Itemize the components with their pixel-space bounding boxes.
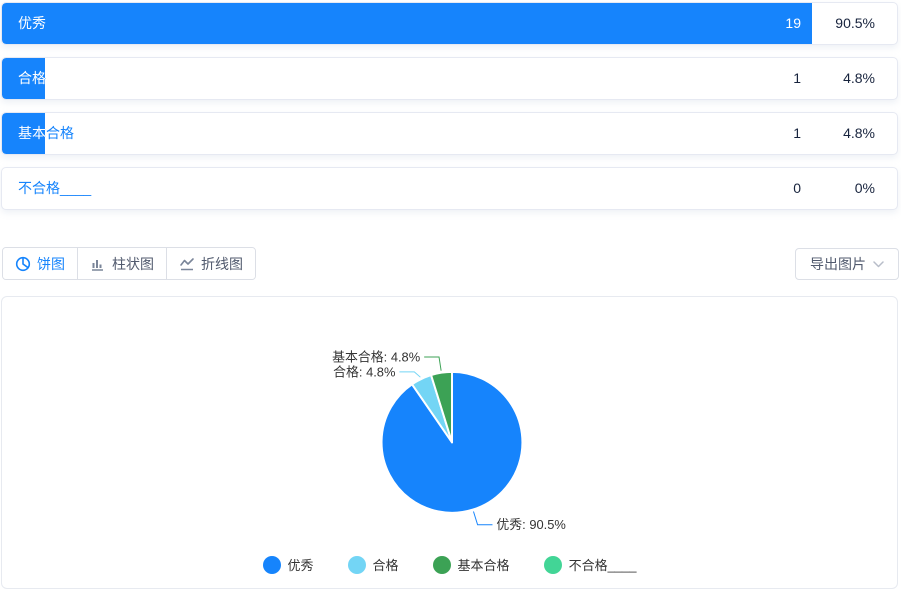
- tab-pie-chart[interactable]: 饼图: [3, 248, 77, 279]
- legend-label: 不合格____: [568, 558, 637, 573]
- row-excellent: 优秀 19 90.5% 优秀 19: [1, 2, 898, 45]
- legend-item-basically-qualified[interactable]: 基本合格: [432, 555, 510, 574]
- pie-label-line: [473, 511, 493, 526]
- legend-swatch: [262, 555, 281, 574]
- pie-icon: [15, 256, 31, 271]
- export-label: 导出图片: [810, 256, 866, 272]
- chart-legend: 优秀 合格 基本合格 不合格____: [2, 555, 897, 574]
- row-percent: 4.8%: [843, 125, 875, 141]
- tab-label: 柱状图: [112, 255, 154, 272]
- row-label-on-fill: 优秀: [18, 15, 46, 31]
- row-count: 1: [793, 125, 801, 141]
- pie-slice-label: 合格: 4.8%: [333, 364, 395, 379]
- chart-type-tab-group: 饼图 柱状图 折线图: [2, 247, 256, 280]
- legend-label: 优秀: [287, 558, 314, 573]
- legend-item-unqualified[interactable]: 不合格____: [543, 555, 637, 574]
- legend-swatch: [347, 555, 366, 574]
- export-image-button[interactable]: 导出图片: [795, 248, 899, 280]
- bar-chart-icon: [92, 259, 103, 271]
- legend-item-excellent[interactable]: 优秀: [262, 555, 314, 574]
- row-count: 0: [793, 180, 801, 196]
- pie-label-line: [399, 371, 421, 378]
- row-label-on-fill: 基本合格: [18, 125, 45, 141]
- legend-swatch: [432, 555, 451, 574]
- tab-label: 折线图: [201, 255, 243, 272]
- row-count: 1: [793, 70, 801, 86]
- row-fill-bar: 基本合格 1: [2, 113, 45, 154]
- tab-line-chart[interactable]: 折线图: [166, 248, 255, 279]
- pie-slice[interactable]: [430, 370, 453, 444]
- row-label: 不合格____: [18, 180, 92, 196]
- tab-bar-chart[interactable]: 柱状图: [77, 248, 166, 279]
- chart-panel: 优秀: 90.5% 合格: 4.8% 基本合格: 4.8% 优秀 合格 基本合格 不…: [1, 296, 898, 589]
- row-fill-bar: 优秀 19: [2, 3, 812, 44]
- pie-slice-label: 优秀: 90.5%: [496, 517, 565, 532]
- legend-label: 基本合格: [457, 558, 510, 573]
- row-basically-qualified: 基本合格 1 4.8% 基本合格 1: [1, 112, 898, 155]
- row-percent: 90.5%: [835, 15, 875, 31]
- legend-item-qualified[interactable]: 合格: [347, 555, 399, 574]
- line-chart-icon: [180, 257, 194, 270]
- row-qualified: 合格 1 4.8% 合格 1: [1, 57, 898, 100]
- row-percent: 0%: [854, 180, 875, 196]
- row-label-on-fill: 合格: [18, 70, 45, 86]
- row-count-on-fill: 19: [785, 15, 801, 31]
- chart-toolbar: 饼图 柱状图 折线图 导出图片: [2, 247, 899, 280]
- legend-label: 合格: [372, 558, 399, 573]
- results-list: 优秀 19 90.5% 优秀 19 合格 1 4.8% 合格 1 基本合格 1 …: [0, 0, 901, 210]
- legend-swatch: [543, 555, 562, 574]
- row-unqualified: 不合格____ 0 0% 不合格____ 0: [1, 167, 898, 210]
- row-percent: 4.8%: [843, 70, 875, 86]
- row-fill-bar: 合格 1: [2, 58, 45, 99]
- tab-label: 饼图: [37, 255, 65, 272]
- pie-chart[interactable]: 优秀: 90.5% 合格: 4.8%基本合格: 4.8%: [2, 297, 899, 547]
- pie-slice-label: 基本合格: 4.8%: [332, 349, 420, 364]
- chevron-down-icon: [873, 260, 884, 267]
- pie-label-line: [424, 356, 442, 371]
